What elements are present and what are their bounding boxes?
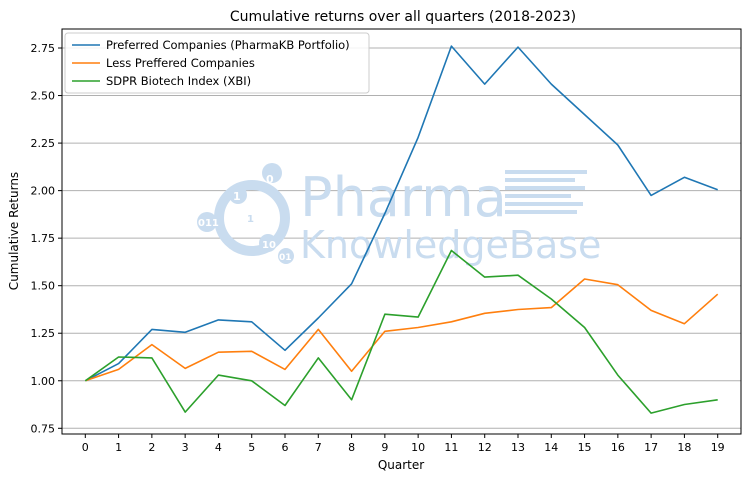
y-tick-label: 2.25 [31,137,56,150]
x-tick-label: 1 [115,441,122,454]
x-tick-label: 8 [348,441,355,454]
series-line-xbi [84,249,718,414]
y-tick-label: 2.75 [31,42,56,55]
y-axis-label: Cumulative Returns [7,172,21,290]
watermark-title-line2: KnowledgeBase [300,223,601,267]
x-tick-label: 3 [182,441,189,454]
x-tick-label: 9 [381,441,388,454]
x-tick-label: 13 [511,441,525,454]
series-line-less-preferred [85,278,719,382]
x-tick-label: 12 [478,441,492,454]
legend-label-xbi: SDPR Biotech Index (XBI) [106,74,251,88]
y-tick-label: 2.00 [31,185,56,198]
x-tick-label: 15 [578,441,592,454]
x-tick-label: 18 [677,441,691,454]
watermark-bit-3: 10 [262,240,276,251]
y-tick-label: 1.00 [31,375,56,388]
x-axis: 0 1 2 3 4 5 6 7 8 9 10 11 12 13 14 15 16 17 18 19 [82,434,725,454]
watermark-bit-5: 01 [279,253,292,263]
y-tick-label: 1.25 [31,327,56,340]
y-tick-label: 0.75 [31,422,56,435]
y-tick-label: 1.50 [31,280,56,293]
y-axis: 0.75 1.00 1.25 1.50 1.75 2.00 2.25 2.50 2.75 [31,42,62,435]
x-tick-label: 17 [644,441,658,454]
watermark-bit-2: 1 [233,190,241,203]
watermark-bit-1: 0 [266,173,274,186]
x-tick-label: 5 [248,441,255,454]
watermark-bit-6: 1 [247,214,254,225]
y-tick-label: 1.75 [31,232,56,245]
x-tick-label: 16 [611,441,625,454]
x-tick-label: 0 [82,441,89,454]
x-tick-label: 6 [282,441,289,454]
x-tick-label: 19 [711,441,725,454]
x-tick-label: 10 [411,441,425,454]
legend-label-preferred: Preferred Companies (PharmaKB Portfolio) [106,38,350,52]
legend-label-less-preferred: Less Preffered Companies [106,56,255,70]
legend: Preferred Companies (PharmaKB Portfolio)… [64,32,370,94]
series-line-preferred [84,45,718,382]
series-layer [84,45,719,414]
watermark-emblem-icon [197,163,294,264]
x-tick-label: 14 [544,441,558,454]
x-tick-label: 4 [215,441,222,454]
watermark-binary-pattern [505,170,587,214]
watermark-title-line1: Pharma [300,166,507,229]
watermark-logo: 0 1 10 011 01 1 Pharma KnowledgeBase [197,163,601,267]
x-tick-label: 7 [315,441,322,454]
plot-area-frame [61,28,742,435]
gridlines [62,47,741,429]
x-tick-label: 11 [444,441,458,454]
y-tick-label: 2.50 [31,90,56,103]
watermark-bit-4: 011 [198,218,219,229]
legend-box [64,32,370,94]
x-axis-label: Quarter [378,458,424,472]
x-tick-label: 2 [148,441,155,454]
chart-title: Cumulative returns over all quarters (20… [230,9,576,25]
